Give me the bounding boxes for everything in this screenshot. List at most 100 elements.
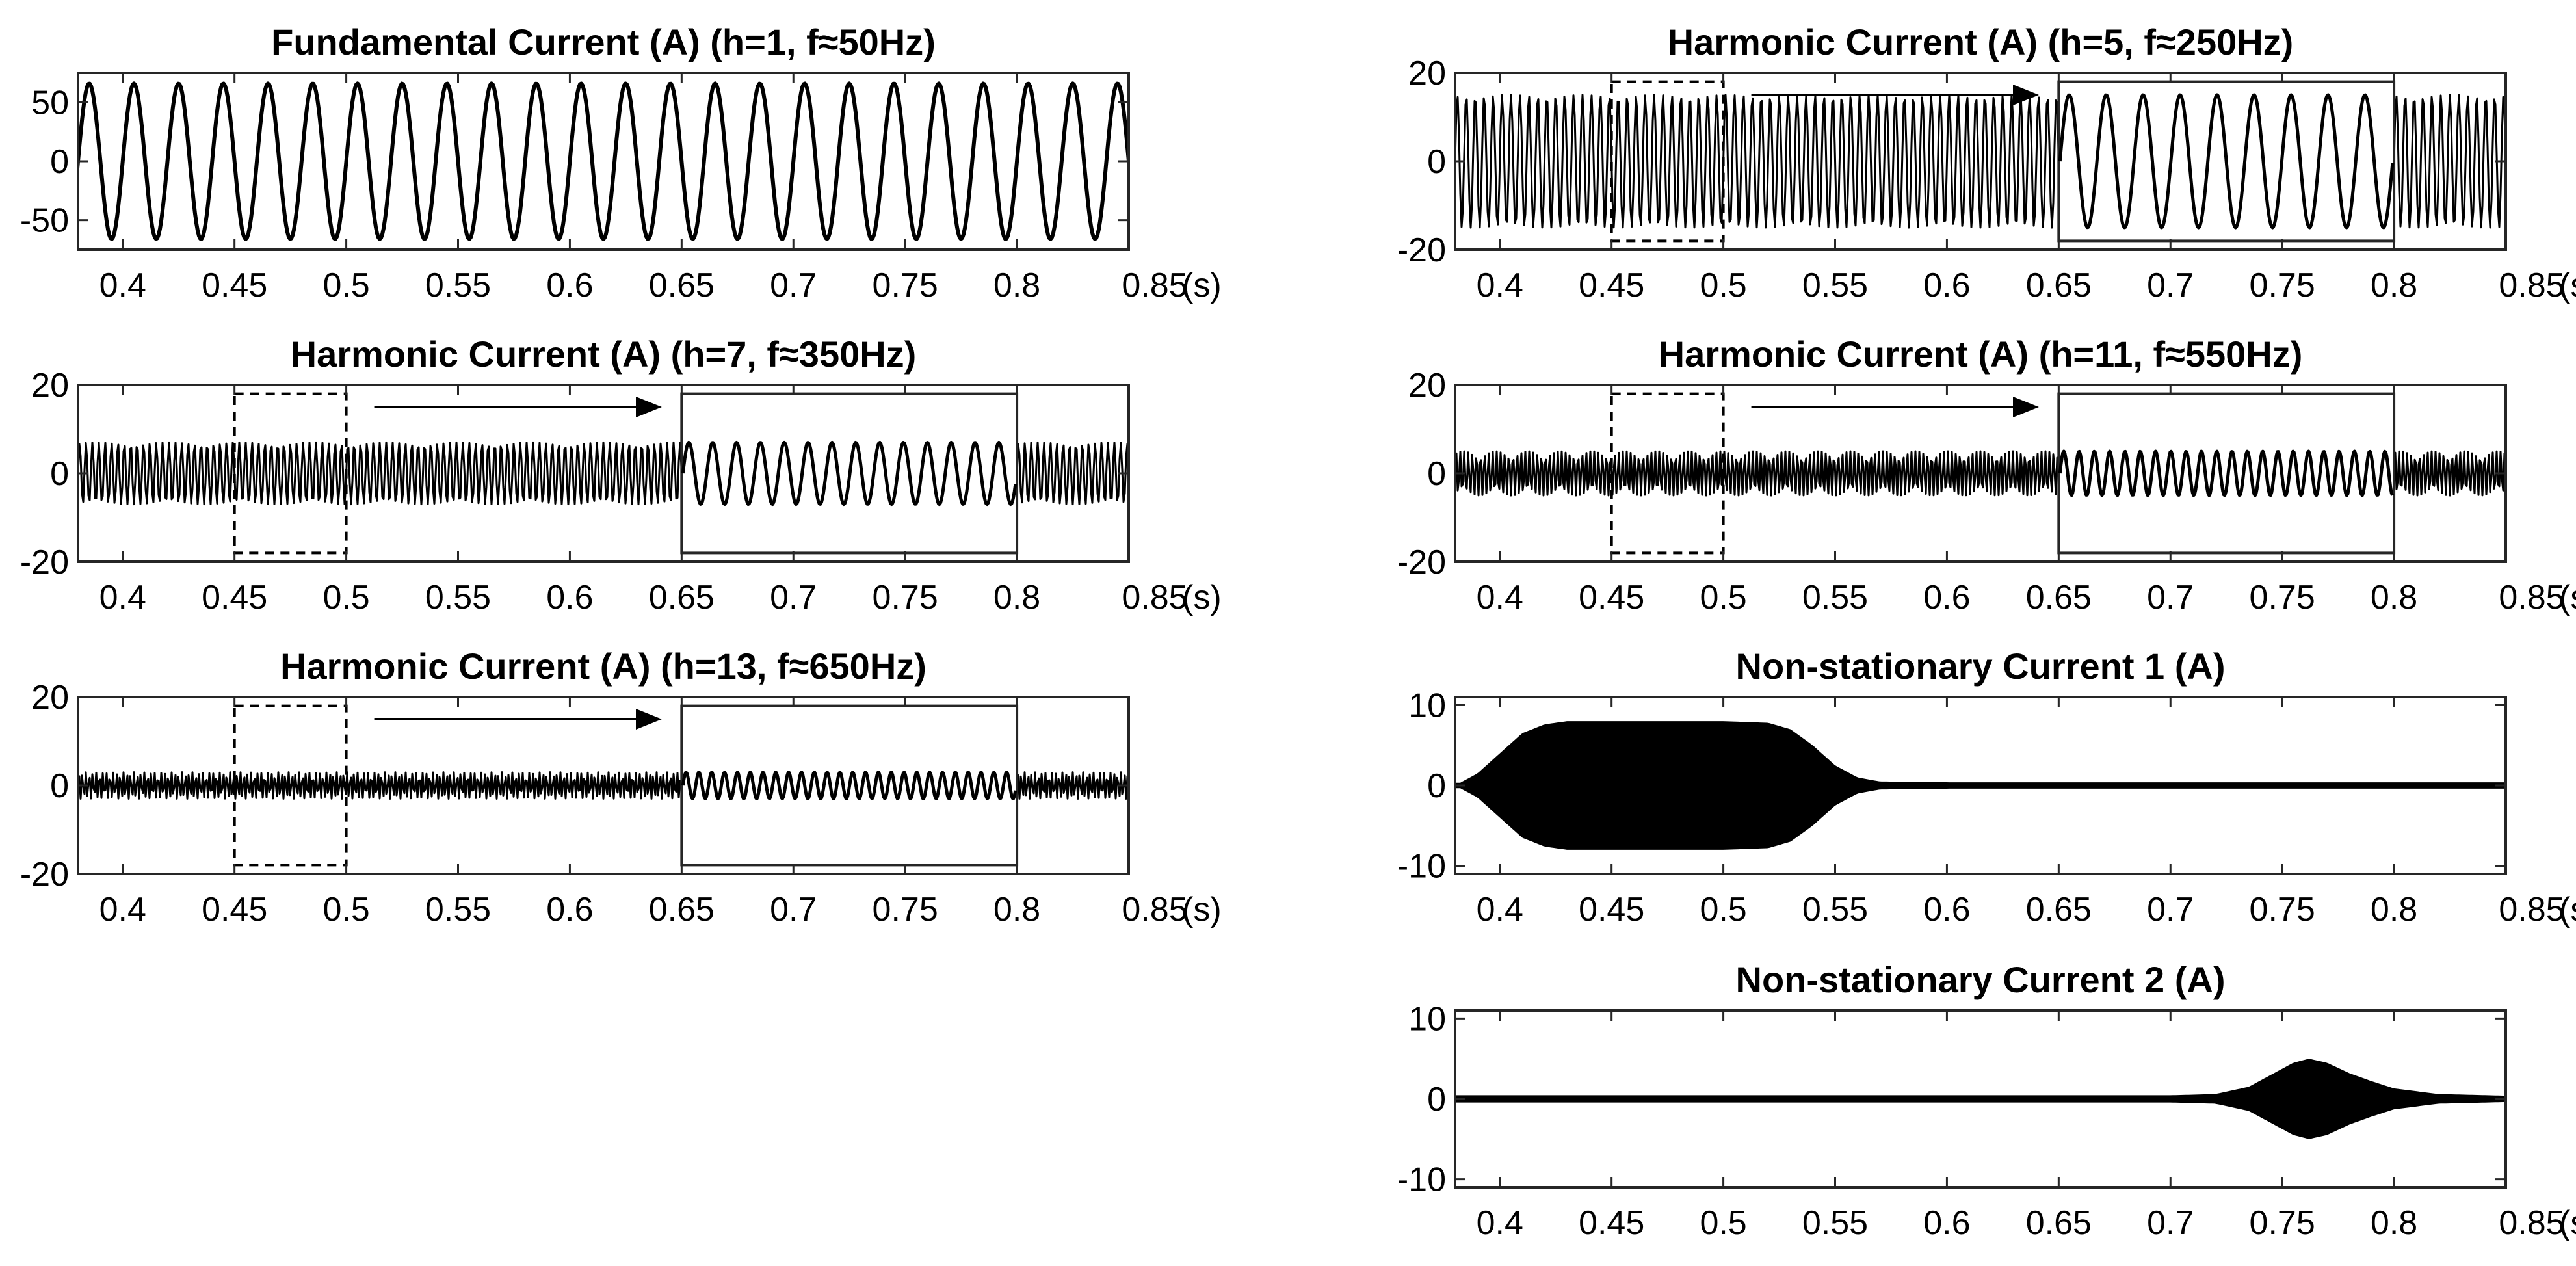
x-tick-label: 0.55 [1802,579,1868,616]
panel-title: Fundamental Current (A) (h=1, f≈50Hz) [271,21,936,62]
x-tick-label: 0.6 [1923,1204,1970,1242]
x-tick-label: 0.5 [1700,579,1746,616]
waveform [1455,721,2506,850]
x-tick-label: 0.7 [770,579,817,616]
y-tick-label: -10 [1397,1161,1446,1199]
panel-title: Non-stationary Current 1 (A) [1736,646,2226,687]
zoom-waveform [2058,449,2395,497]
zoom-source-box [233,392,348,555]
x-tick-label: 0.8 [2371,579,2417,616]
x-tick-label: 0.65 [2026,267,2092,304]
x-tick-label: 0.5 [1700,1204,1746,1242]
x-tick-label: 0.5 [1700,267,1746,304]
y-tick-label: 0 [1427,1081,1446,1118]
x-tick-label: 0.4 [1477,267,1523,304]
x-tick-label: 0.4 [1477,579,1523,616]
x-tick-label: 0.45 [1579,267,1644,304]
panel-p6: Non-stationary Current 1 (A) 10 0 -10 0.4 0.4… [1397,646,2576,929]
panel-title: Harmonic Current (A) (h=7, f≈350Hz) [291,334,917,375]
x-tick-label: 0.4 [99,891,146,929]
x-tick-label: 0.5 [322,891,369,929]
y-tick-label: 0 [50,455,69,493]
x-tick-label: 0.5 [1700,891,1746,929]
x-tick-label: 0.75 [2250,267,2315,304]
x-tick-label: 0.85 [1122,579,1187,616]
zoom-source-box [233,704,348,867]
y-tick-label: 20 [31,367,69,404]
x-tick-label: 0.65 [2026,1204,2092,1242]
panel-title: Non-stationary Current 2 (A) [1736,959,2226,1000]
x-unit-label: (s) [2559,1204,2576,1242]
x-tick-label: 0.75 [873,579,938,616]
x-tick-label: 0.65 [649,891,715,929]
x-unit-label: (s) [1182,267,1222,304]
panel-p7: Non-stationary Current 2 (A) 10 0 -10 0.4 0.4… [1397,959,2576,1242]
x-tick-label: 0.85 [2499,579,2564,616]
x-unit-label: (s) [2559,267,2576,304]
x-tick-label: 0.85 [2499,891,2564,929]
x-tick-label: 0.7 [770,267,817,304]
x-tick-label: 0.45 [202,579,267,616]
y-tick-label: 10 [1408,1000,1446,1038]
x-tick-label: 0.5 [322,267,369,304]
x-tick-label: 0.75 [2250,579,2315,616]
x-tick-label: 0.65 [649,579,715,616]
zoom-waveform [681,440,1018,507]
panel-p2: Harmonic Current (A) (h=5, f≈250Hz) 20 0 -2… [1397,21,2576,304]
x-unit-label: (s) [2559,579,2576,616]
x-tick-label: 0.8 [993,267,1040,304]
x-tick-label: 0.55 [425,267,491,304]
panel-p1: Fundamental Current (A) (h=1, f≈50Hz) 50 0… [20,21,1222,304]
x-tick-label: 0.55 [425,579,491,616]
x-tick-label: 0.45 [1579,891,1644,929]
y-tick-label: 0 [50,143,69,181]
x-tick-label: 0.65 [2026,579,2092,616]
x-unit-label: (s) [2559,891,2576,929]
y-tick-label: 0 [1427,455,1446,493]
x-tick-label: 0.75 [873,891,938,929]
y-tick-label: -20 [1397,231,1446,269]
x-tick-label: 0.8 [2371,1204,2417,1242]
x-tick-label: 0.45 [1579,1204,1644,1242]
x-tick-label: 0.8 [993,579,1040,616]
series-line [78,81,1129,241]
y-tick-label: 50 [31,84,69,122]
zoom-waveform [2058,93,2395,230]
x-tick-label: 0.4 [1477,1204,1523,1242]
x-tick-label: 0.7 [2147,1204,2194,1242]
x-tick-label: 0.75 [873,267,938,304]
x-tick-label: 0.45 [202,267,267,304]
x-tick-label: 0.6 [546,267,593,304]
y-tick-label: 20 [1408,55,1446,92]
x-tick-label: 0.4 [99,267,146,304]
series-envelope [1455,721,2506,850]
x-tick-label: 0.85 [1122,267,1187,304]
x-tick-label: 0.55 [425,891,491,929]
x-tick-label: 0.4 [99,579,146,616]
x-tick-label: 0.8 [2371,267,2417,304]
y-tick-label: 10 [1408,687,1446,724]
x-tick-label: 0.4 [1477,891,1523,929]
series-envelope [1455,1059,2506,1139]
panel-title: Harmonic Current (A) (h=11, f≈550Hz) [1659,334,2303,375]
x-tick-label: 0.7 [2147,267,2194,304]
panel-title: Harmonic Current (A) (h=5, f≈250Hz) [1668,21,2294,62]
panel-title: Harmonic Current (A) (h=13, f≈650Hz) [280,646,927,687]
x-tick-label: 0.6 [546,891,593,929]
zoom-source-box [1610,392,1725,555]
x-tick-label: 0.75 [2250,1204,2315,1242]
x-tick-label: 0.6 [1923,267,1970,304]
x-tick-label: 0.7 [2147,891,2194,929]
y-tick-label: 20 [31,679,69,717]
x-tick-label: 0.75 [2250,891,2315,929]
x-tick-label: 0.8 [993,891,1040,929]
x-tick-label: 0.45 [1579,579,1644,616]
y-tick-label: 20 [1408,367,1446,404]
x-tick-label: 0.65 [649,267,715,304]
waveform [78,81,1129,241]
x-tick-label: 0.55 [1802,267,1868,304]
x-tick-label: 0.85 [1122,891,1187,929]
x-unit-label: (s) [1182,891,1222,929]
y-tick-label: -50 [20,202,69,240]
y-tick-label: 0 [1427,143,1446,181]
